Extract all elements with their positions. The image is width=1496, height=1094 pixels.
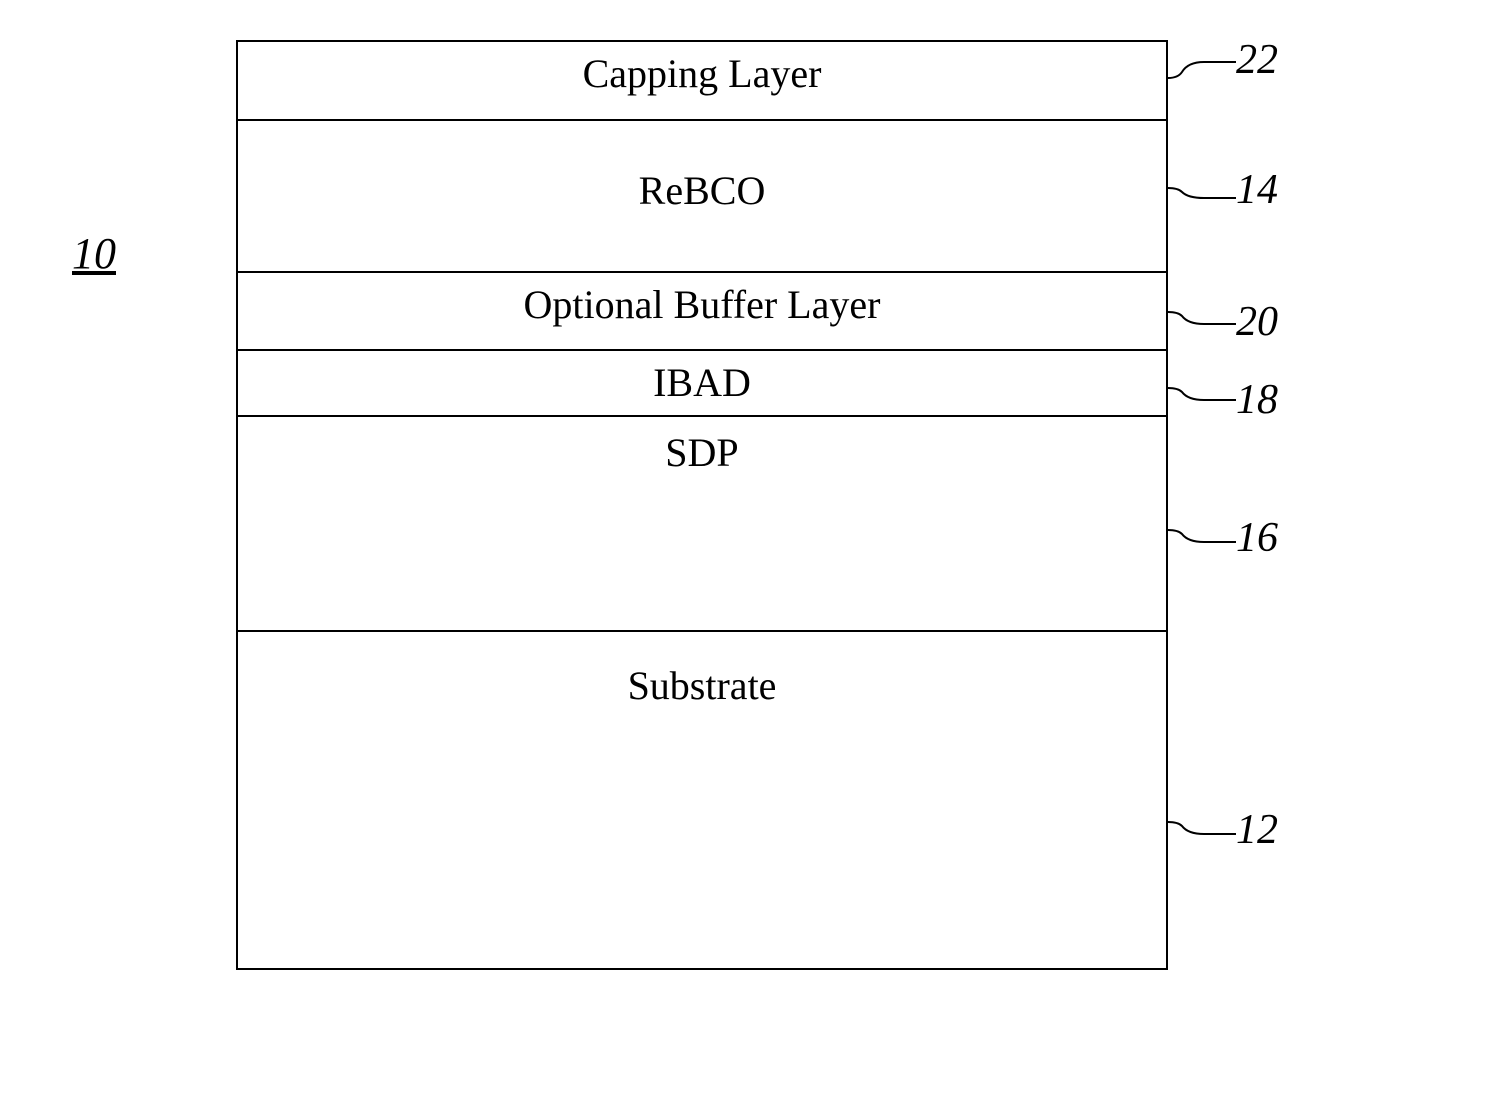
layer-substrate: Substrate — [238, 632, 1166, 968]
ref-label-12: 12 — [1236, 806, 1278, 854]
layer-sdp: SDP — [238, 417, 1166, 632]
ref-connector-22 — [1168, 54, 1238, 84]
layer-capping: Capping Layer — [238, 42, 1166, 121]
ref-label-22: 22 — [1236, 36, 1278, 84]
ref-connector-16 — [1168, 522, 1238, 552]
layer-label: Substrate — [628, 662, 777, 709]
ref-connector-18 — [1168, 380, 1238, 410]
diagram-container: 10 Capping Layer ReBCO Optional Buffer L… — [50, 40, 1446, 1054]
layer-label: Optional Buffer Layer — [524, 281, 881, 328]
ref-label-16: 16 — [1236, 514, 1278, 562]
layer-ibad: IBAD — [238, 351, 1166, 417]
layer-label: ReBCO — [639, 167, 766, 214]
layer-rebco: ReBCO — [238, 121, 1166, 273]
ref-label-18: 18 — [1236, 376, 1278, 424]
layer-label: IBAD — [653, 359, 751, 406]
layer-label: Capping Layer — [583, 50, 822, 97]
ref-label-20: 20 — [1236, 298, 1278, 346]
assembly-reference-label: 10 — [72, 228, 116, 279]
ref-connector-14 — [1168, 178, 1238, 208]
layer-stack: Capping Layer ReBCO Optional Buffer Laye… — [236, 40, 1168, 970]
layer-label: SDP — [665, 429, 738, 476]
layer-optional-buffer: Optional Buffer Layer — [238, 273, 1166, 351]
ref-connector-12 — [1168, 814, 1238, 844]
ref-label-14: 14 — [1236, 166, 1278, 214]
ref-connector-20 — [1168, 304, 1238, 334]
